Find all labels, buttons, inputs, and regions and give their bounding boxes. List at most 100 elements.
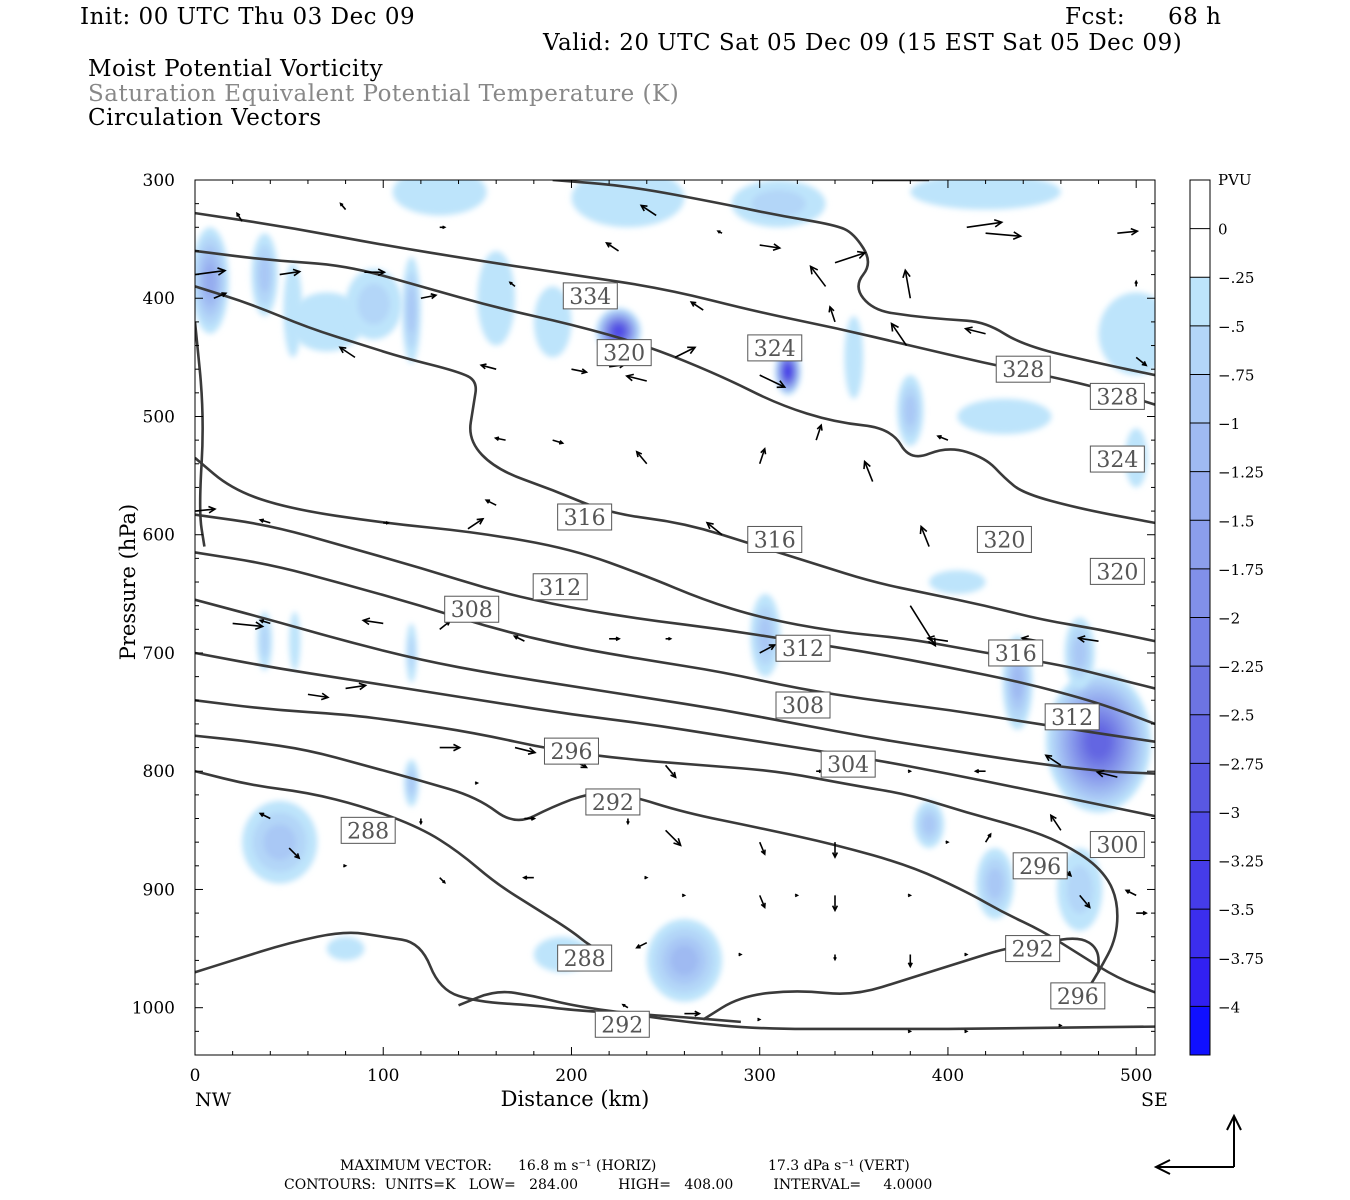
circulation-vector: [907, 769, 913, 774]
contour-label-text: 328: [1096, 385, 1138, 410]
field-title-vectors: Circulation Vectors: [88, 105, 322, 131]
circulation-vector: [816, 769, 823, 774]
contour-label-text: 308: [782, 694, 824, 719]
circulation-vector: [681, 893, 687, 898]
circulation-vector: [342, 863, 348, 868]
contour-320: [195, 321, 206, 547]
circulation-vector: [571, 368, 589, 375]
y-tick-label: 400: [143, 289, 175, 309]
contour-label-text: 334: [569, 285, 611, 310]
contour-label: 334: [562, 282, 618, 310]
contour-label: 308: [775, 691, 831, 719]
circulation-vector: [522, 875, 534, 880]
circulation-vector: [684, 1010, 702, 1017]
contour-label-text: 312: [539, 576, 581, 601]
colorbar-swatch: [1190, 520, 1210, 570]
circulation-vector: [195, 505, 217, 514]
colorbar-swatch: [1190, 471, 1210, 521]
circulation-vector: [738, 952, 743, 957]
pv-blob: [1064, 617, 1095, 689]
circulation-vector: [985, 231, 1023, 240]
colorbar-swatch: [1190, 714, 1210, 764]
contour-label: 288: [557, 944, 613, 972]
colorbar-swatch: [1190, 957, 1210, 1007]
contour-label-text: 320: [1096, 560, 1138, 585]
colorbar-tick-label: −.75: [1218, 366, 1254, 384]
contour-label-text: 316: [564, 506, 606, 531]
pv-blob: [646, 919, 723, 1002]
colorbar-tick-label: −3.25: [1218, 853, 1264, 871]
circulation-vector: [794, 893, 800, 898]
circulation-vector: [420, 293, 438, 300]
circulation-vector: [815, 423, 823, 441]
y-tick-label: 700: [143, 644, 175, 664]
pv-blob: [897, 375, 924, 447]
circulation-vector: [439, 225, 447, 230]
circulation-vector: [926, 635, 949, 643]
colorbar-swatch: [1190, 423, 1210, 473]
contour-300: [195, 651, 1155, 818]
colorbar-swatch: [1190, 1006, 1210, 1056]
colorbar-tick-label: −2.25: [1218, 658, 1264, 676]
contour-label-text: 304: [827, 753, 869, 778]
contour-label-text: 288: [564, 947, 606, 972]
contour-292: [458, 990, 741, 1024]
colorbar-swatch: [1190, 909, 1210, 959]
circulation-vector: [258, 518, 271, 524]
contour-label: 296: [1050, 982, 1106, 1010]
circulation-vector: [524, 816, 537, 821]
circulation-vector: [1058, 1023, 1063, 1028]
pv-blob: [533, 286, 572, 358]
circulation-vector: [919, 524, 930, 547]
contour-288: [195, 931, 1155, 1031]
field-title-mpv: Moist Potential Vorticity: [88, 56, 384, 82]
pv-blob: [1098, 292, 1155, 376]
circulation-vector: [907, 1029, 913, 1034]
x-tick-label: 400: [932, 1066, 964, 1086]
colorbar-tick-label: −2.75: [1218, 755, 1264, 773]
contour-label: 292: [594, 1010, 650, 1038]
colorbar-tick-label: −3.5: [1218, 901, 1254, 919]
y-axis-label: Pressure (hPa): [116, 504, 140, 660]
valid-time: Valid: 20 UTC Sat 05 Dec 09 (15 EST Sat …: [543, 30, 1183, 56]
pv-blob: [844, 315, 864, 399]
contour-label: 324: [747, 334, 803, 362]
circulation-vector: [621, 1003, 629, 1009]
contour-label: 296: [1012, 852, 1068, 880]
circulation-vector: [1076, 635, 1099, 643]
contour-308: [195, 551, 1155, 743]
contour-label-text: 328: [1002, 358, 1044, 383]
pv-blob: [571, 180, 685, 228]
circulation-vector: [493, 436, 506, 441]
contour-label-text: 312: [1051, 706, 1093, 731]
circulation-vector: [383, 521, 390, 525]
circulation-vector: [635, 941, 648, 949]
colorbar-swatch: [1190, 763, 1210, 813]
x-tick-label: 500: [1120, 1066, 1152, 1086]
contour-292: [195, 734, 1155, 994]
contour-label: 312: [775, 634, 831, 662]
x-end-label-se: SE: [1141, 1089, 1168, 1111]
x-axis-label: Distance (km): [501, 1087, 650, 1111]
circulation-vector: [439, 877, 446, 884]
circulation-vector: [1117, 227, 1140, 236]
pv-blob: [251, 233, 278, 316]
pv-blob: [477, 250, 515, 346]
contour-label: 328: [1089, 382, 1145, 410]
circulation-vector: [552, 439, 565, 445]
circulation-vector: [828, 305, 836, 323]
contour-label-text: 316: [995, 642, 1037, 667]
circulation-vector: [936, 434, 949, 441]
contour-288: [195, 769, 610, 956]
colorbar-tick-label: −1.5: [1218, 512, 1254, 530]
contour-label: 316: [557, 503, 613, 531]
circulation-vector: [605, 241, 619, 252]
circulation-vector: [945, 840, 950, 845]
contour-info: CONTOURS: UNITS=K LOW= 284.00 HIGH= 408.…: [284, 1177, 933, 1193]
y-tick-label: 600: [143, 526, 175, 546]
circulation-vector: [484, 499, 497, 506]
circulation-vector: [831, 842, 839, 859]
x-tick-label: 100: [367, 1066, 399, 1086]
circulation-vector: [984, 832, 992, 843]
